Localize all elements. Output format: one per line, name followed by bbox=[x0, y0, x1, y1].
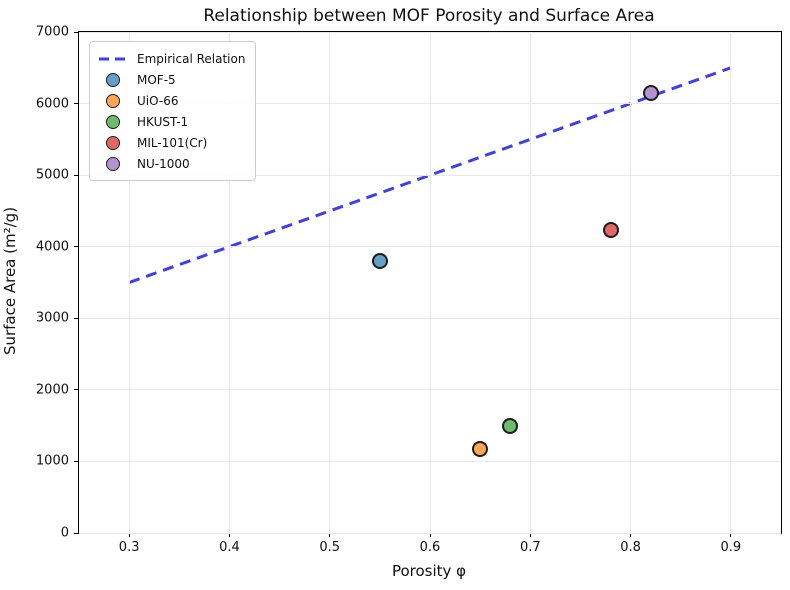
gridline-y-0 bbox=[79, 532, 781, 534]
legend-item-UiO-66: UiO-66 bbox=[98, 90, 245, 111]
gridline-x-0.5 bbox=[329, 32, 331, 533]
gridline-x-0.9 bbox=[730, 32, 732, 533]
MOF-5-legend-sample bbox=[98, 72, 128, 87]
y-tick-1000 bbox=[74, 460, 78, 462]
x-tick-label-0.4: 0.4 bbox=[219, 540, 240, 555]
legend-item-MIL-101(Cr): MIL-101(Cr) bbox=[98, 132, 245, 153]
x-tick-0.6 bbox=[429, 533, 431, 537]
y-tick-label-1000: 1000 bbox=[35, 453, 69, 469]
legend-item-MOF-5: MOF-5 bbox=[98, 69, 245, 90]
x-tick-label-0.7: 0.7 bbox=[519, 540, 541, 555]
scatter-point-UiO-66 bbox=[472, 440, 489, 457]
circle-marker-icon bbox=[106, 93, 120, 108]
empirical-relation-legend-sample bbox=[98, 56, 128, 62]
x-tick-label-0.8: 0.8 bbox=[620, 540, 641, 555]
legend-label: Empirical Relation bbox=[137, 51, 246, 66]
legend-item-NU-1000: NU-1000 bbox=[98, 153, 245, 174]
y-tick-label-6000: 6000 bbox=[35, 96, 69, 112]
gridline-x-0.7 bbox=[529, 32, 531, 533]
y-tick-3000 bbox=[74, 317, 78, 319]
circle-marker-icon bbox=[106, 156, 120, 171]
gridline-y-2000 bbox=[79, 389, 781, 391]
legend-label: MOF-5 bbox=[137, 72, 176, 87]
scatter-point-MOF-5 bbox=[371, 253, 388, 270]
x-tick-0.3 bbox=[128, 533, 130, 537]
x-tick-label-0.5: 0.5 bbox=[319, 540, 341, 555]
y-tick-label-7000: 7000 bbox=[35, 24, 69, 40]
legend-label: MIL-101(Cr) bbox=[137, 135, 208, 150]
y-tick-0 bbox=[74, 532, 78, 534]
gridline-x-0.4 bbox=[228, 32, 230, 533]
x-tick-0.7 bbox=[529, 533, 531, 537]
y-tick-label-5000: 5000 bbox=[35, 167, 69, 183]
circle-marker-icon bbox=[106, 72, 120, 87]
HKUST-1-legend-sample bbox=[98, 114, 128, 129]
scatter-point-NU-1000 bbox=[642, 84, 659, 101]
gridline-y-1000 bbox=[79, 460, 781, 462]
y-tick-6000 bbox=[74, 103, 78, 105]
MIL-101(Cr)-legend-sample bbox=[98, 135, 128, 150]
NU-1000-legend-sample bbox=[98, 156, 128, 171]
gridline-y-6000 bbox=[79, 103, 781, 105]
x-axis-label: Porosity φ bbox=[391, 562, 467, 580]
gridline-x-0.8 bbox=[630, 32, 632, 533]
y-tick-2000 bbox=[74, 389, 78, 391]
dashed-line-icon bbox=[99, 57, 127, 60]
chart-title: Relationship between MOF Porosity and Su… bbox=[203, 6, 655, 26]
x-tick-label-0.3: 0.3 bbox=[118, 540, 140, 555]
circle-marker-icon bbox=[106, 135, 120, 150]
gridline-y-4000 bbox=[79, 246, 781, 248]
gridline-x-0.6 bbox=[429, 32, 431, 533]
y-tick-label-2000: 2000 bbox=[35, 382, 69, 398]
x-tick-0.9 bbox=[730, 533, 732, 537]
scatter-point-HKUST-1 bbox=[502, 417, 519, 434]
scatter-point-MIL-101(Cr) bbox=[602, 222, 619, 239]
legend-label: HKUST-1 bbox=[137, 114, 189, 129]
gridline-y-5000 bbox=[79, 174, 781, 176]
gridline-x-0.3 bbox=[128, 32, 130, 533]
legend: Empirical Relation MOF-5 UiO-66 HKUST-1 MIL-… bbox=[89, 41, 257, 181]
legend-item-empirical-relation: Empirical Relation bbox=[98, 48, 245, 69]
y-tick-5000 bbox=[74, 174, 78, 176]
legend-label: UiO-66 bbox=[137, 93, 179, 108]
gridline-y-3000 bbox=[79, 317, 781, 319]
x-tick-label-0.6: 0.6 bbox=[419, 540, 441, 555]
y-tick-label-0: 0 bbox=[60, 525, 69, 541]
UiO-66-legend-sample bbox=[98, 93, 128, 108]
y-tick-7000 bbox=[74, 31, 78, 33]
y-tick-label-4000: 4000 bbox=[35, 239, 69, 255]
y-tick-4000 bbox=[74, 246, 78, 248]
x-tick-0.8 bbox=[630, 533, 632, 537]
x-tick-label-0.9: 0.9 bbox=[720, 540, 742, 555]
x-tick-0.4 bbox=[228, 533, 230, 537]
legend-item-HKUST-1: HKUST-1 bbox=[98, 111, 245, 132]
x-tick-0.5 bbox=[329, 533, 331, 537]
y-tick-label-3000: 3000 bbox=[35, 310, 69, 326]
legend-label: NU-1000 bbox=[137, 156, 190, 171]
gridline-y-7000 bbox=[79, 31, 781, 33]
circle-marker-icon bbox=[106, 114, 120, 129]
plot-area: Empirical Relation MOF-5 UiO-66 HKUST-1 MIL-… bbox=[36, 25, 782, 555]
y-axis-label: Surface Area (m²/g) bbox=[1, 206, 19, 356]
